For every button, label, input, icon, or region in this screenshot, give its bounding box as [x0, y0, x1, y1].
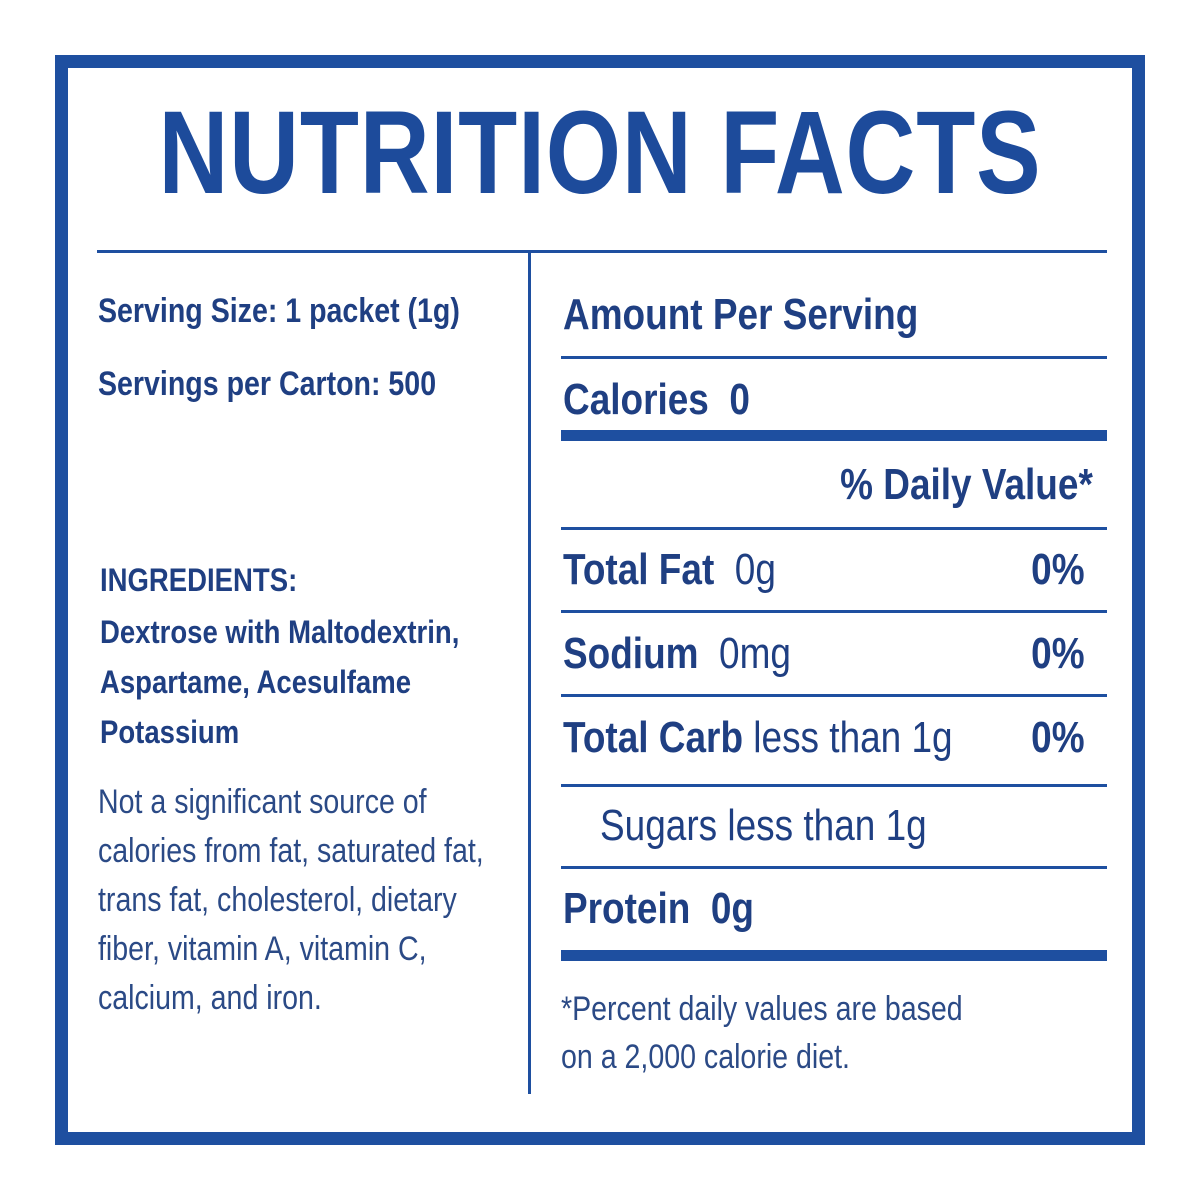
ingredients-line: Potassium [100, 714, 240, 750]
protein-label: Protein [563, 884, 691, 933]
total-fat-amount: 0g [734, 545, 776, 594]
total-carb-label: Total Carb [563, 713, 744, 762]
column-divider [528, 252, 531, 1094]
serving-size: Serving Size: 1 packet (1g) [98, 292, 460, 330]
total-carb-row: Total Carb less than 1g [563, 713, 953, 763]
total-carb-amount: less than 1g [753, 713, 953, 762]
calories-label: Calories [563, 375, 709, 424]
calories-value: 0 [729, 375, 750, 424]
row-divider [561, 694, 1107, 697]
servings-per-carton: Servings per Carton: 500 [98, 365, 437, 403]
sodium-row: Sodium 0mg [563, 629, 791, 679]
daily-value-header: % Daily Value* [840, 460, 1093, 509]
nutrient-note-line: calories from fat, saturated fat, [98, 832, 484, 870]
total-fat-dv: 0% [1031, 545, 1085, 594]
calories-row: Calories 0 [563, 375, 750, 425]
label-border [55, 55, 1145, 1145]
row-divider [561, 527, 1107, 530]
nutrient-note-line: fiber, vitamin A, vitamin C, [98, 930, 427, 968]
title-divider [97, 250, 1107, 253]
total-fat-row: Total Fat 0g [563, 545, 776, 595]
ingredients-heading: INGREDIENTS: [100, 562, 298, 598]
row-divider [561, 866, 1107, 869]
amount-per-serving: Amount Per Serving [563, 290, 919, 339]
page-title: NUTRITION FACTS [158, 87, 1042, 219]
sodium-amount: 0mg [719, 629, 791, 678]
total-fat-label: Total Fat [563, 545, 715, 594]
ingredients-line: Aspartame, Acesulfame [100, 664, 412, 700]
sodium-label: Sodium [563, 629, 699, 678]
row-divider [561, 356, 1107, 359]
nutrient-note-line: trans fat, cholesterol, dietary [98, 881, 457, 919]
footnote-line: *Percent daily values are based [561, 990, 963, 1028]
thick-divider [561, 430, 1107, 441]
nutrient-note-line: Not a significant source of [98, 783, 427, 821]
ingredients-line: Dextrose with Maltodextrin, [100, 614, 460, 650]
footnote-line: on a 2,000 calorie diet. [561, 1038, 850, 1076]
sodium-dv: 0% [1031, 629, 1085, 678]
row-divider [561, 610, 1107, 613]
total-carb-dv: 0% [1031, 713, 1085, 762]
nutrient-note-line: calcium, and iron. [98, 979, 322, 1017]
row-divider [561, 784, 1107, 787]
thick-divider [561, 950, 1107, 961]
protein-row: Protein 0g [563, 884, 754, 934]
sugars-row: Sugars less than 1g [600, 801, 927, 850]
protein-value: 0g [710, 884, 755, 933]
